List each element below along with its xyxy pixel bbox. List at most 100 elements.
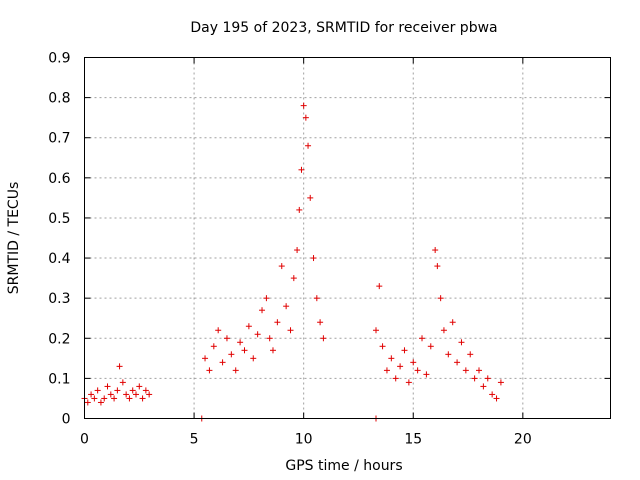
data-point [263,295,270,302]
axis-ticks [84,57,611,419]
data-point [383,367,390,374]
data-point [129,387,136,394]
data-point [269,347,276,354]
data-point [290,275,297,282]
data-point [223,335,230,342]
y-tick-label: 0.6 [48,171,70,187]
data-point [432,247,439,254]
data-point [283,303,290,310]
data-point [107,391,114,398]
data-point [228,351,235,358]
data-point [300,102,307,109]
data-point [114,387,121,394]
data-point [458,339,465,346]
chart-title: Day 195 of 2023, SRMTID for receiver pbw… [190,20,497,36]
data-point [119,379,126,386]
x-axis-label: GPS time / hours [285,458,402,474]
grid-lines [84,57,611,419]
data-point [401,347,408,354]
data-point [274,319,281,326]
x-tick-label: 5 [190,432,199,448]
data-point [397,363,404,370]
data-point [237,339,244,346]
data-point [476,367,482,374]
data-point [111,395,118,402]
data-point [88,391,95,398]
data-point [302,114,309,121]
data-point [241,347,248,354]
data-point [123,391,130,398]
tick-labels: 0 0.1 0.2 0.3 0.4 0.5 0.6 0.7 0.8 0.9 0 5 10 15 20 [48,51,532,448]
data-point [126,395,133,402]
data-point [206,367,213,374]
data-point [410,359,417,366]
data-point [232,367,239,374]
data-point [294,247,301,254]
data-point [471,375,478,382]
y-tick-label: 0.3 [48,291,70,307]
x-tick-label: 20 [514,432,532,448]
data-point [392,375,399,382]
data-point [278,263,285,270]
data-point [133,391,140,398]
data-point [419,335,426,342]
data-point [379,343,386,350]
y-tick-label: 0.9 [48,51,70,67]
data-point [250,355,257,362]
data-point [116,363,123,370]
y-axis-label: SRMTID / TECUs [6,182,22,295]
data-point [449,319,456,326]
data-point [296,206,303,213]
data-point [254,331,261,338]
data-point [427,343,434,350]
data-point [462,367,469,374]
y-tick-label: 0.7 [48,131,70,147]
data-point [136,383,143,390]
x-tick-label: 0 [80,432,89,448]
data-point [497,379,504,386]
data-point [313,295,320,302]
data-point [215,327,222,334]
data-point [320,335,327,342]
data-point [104,383,111,390]
data-point [467,351,474,358]
data-point [440,327,447,334]
data-point [298,166,305,173]
plot-frame [84,57,611,419]
data-point [405,379,412,386]
data-point [91,395,98,402]
y-tick-label: 0.1 [48,371,70,387]
data-point [266,335,273,342]
data-point [484,375,491,382]
data-point [259,307,266,314]
data-point [146,391,153,398]
data-point [139,395,146,402]
data-point [480,383,487,390]
data-point [423,371,430,378]
data-point [317,319,324,326]
x-tick-label: 10 [295,432,313,448]
data-point [219,359,226,366]
data-point [388,355,395,362]
y-tick-label: 0.2 [48,331,70,347]
data-point [445,351,452,358]
data-points [81,102,504,422]
data-point [305,142,312,149]
data-point [210,343,217,350]
y-tick-label: 0 [62,412,71,428]
data-point [307,194,314,201]
data-point [437,295,444,302]
x-tick-label: 15 [404,432,422,448]
data-point [414,367,421,374]
data-point [97,399,104,406]
data-point [84,399,91,406]
data-point [101,395,108,402]
y-tick-label: 0.8 [48,91,70,107]
data-point [287,327,294,334]
data-point [489,391,496,398]
data-point [454,359,461,366]
data-point [493,395,500,402]
y-tick-label: 0.5 [48,211,70,227]
y-tick-label: 0.4 [48,251,70,267]
